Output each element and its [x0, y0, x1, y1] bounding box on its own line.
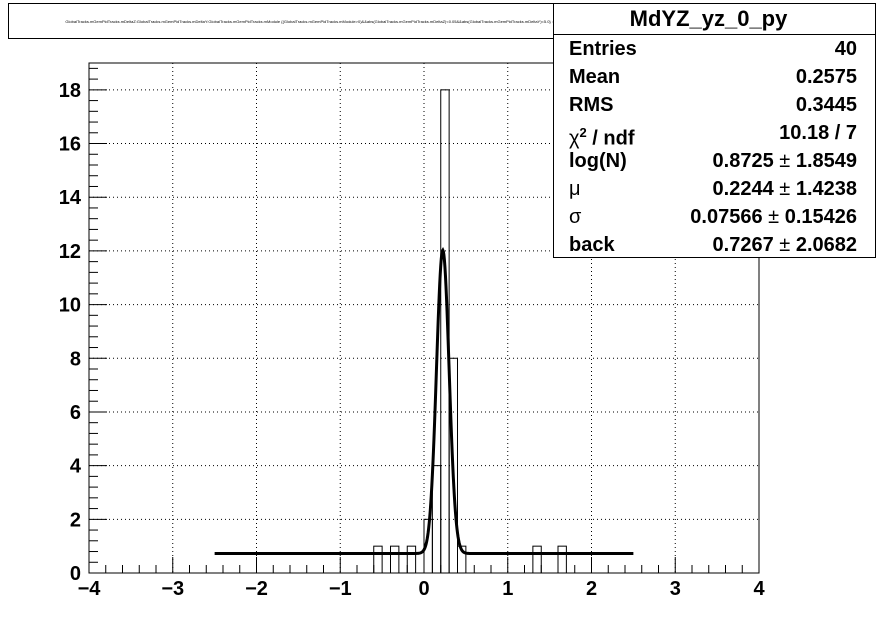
x-tick-label: 2 [586, 578, 597, 600]
histogram-bin [557, 545, 567, 574]
param-error: 2.0682 [795, 234, 857, 256]
fit-curve-group [214, 246, 634, 555]
y-tick-label: 14 [59, 187, 82, 209]
y-tick-label: 2 [70, 509, 81, 531]
histogram-bin [406, 545, 417, 574]
x-tick-label: −1 [329, 578, 352, 600]
fit-curve [214, 246, 634, 555]
stats-row-entries: Entries 40 [569, 35, 857, 63]
histogram-name: MdYZ_yz_0_py [629, 6, 788, 31]
x-tick-label: −2 [245, 578, 268, 600]
histogram-bin [373, 545, 383, 574]
stats-value: 0.2575 [795, 66, 857, 88]
stats-row-rms: RMS 0.3445 [569, 91, 857, 119]
stats-label: back [569, 234, 615, 256]
stats-label: RMS [569, 94, 614, 116]
y-tick-label: 18 [59, 80, 81, 102]
plot-title-box: GlobalTracks.mGemPidTracks.mDeltaZ:Globa… [8, 3, 634, 39]
chi-tail: / ndf [586, 127, 635, 150]
stats-value: 0.7267 ± 2.0682 [713, 231, 857, 259]
y-tick-label: 6 [70, 402, 81, 424]
chi-symbol: χ [569, 127, 580, 150]
x-tick-label: 4 [753, 578, 765, 600]
histogram-bin [390, 545, 400, 574]
stats-row-chi2: χ2 / ndf 10.18 / 7 [569, 119, 857, 150]
param-error: 1.8549 [795, 150, 857, 172]
x-tick-label: 3 [670, 578, 681, 600]
plus-minus: ± [779, 178, 791, 200]
plus-minus: ± [768, 206, 780, 228]
histogram-bin [532, 545, 542, 574]
param-value: 0.2244 [712, 178, 774, 200]
stats-row-back: back 0.7267 ± 2.0682 [569, 231, 857, 259]
x-tick-label: −4 [78, 578, 102, 600]
plus-minus: ± [779, 150, 791, 172]
y-tick-label: 12 [59, 241, 81, 263]
y-tick-label: 8 [70, 348, 81, 370]
y-tick-label: 4 [70, 456, 82, 478]
stats-label: Mean [569, 66, 621, 88]
stats-header: MdYZ_yz_0_py [554, 4, 875, 35]
stats-value: 0.2244 ± 1.4238 [713, 175, 857, 203]
x-tick-label: 0 [418, 578, 429, 600]
x-tick-label: −3 [161, 578, 184, 600]
stats-value: 0.07566 ± 0.15426 [690, 203, 857, 231]
stats-row-logn: log(N) 0.8725 ± 1.8549 [569, 147, 857, 175]
param-value: 0.8725 [712, 150, 774, 172]
stats-label: log(N) [569, 150, 627, 172]
stats-label: μ [569, 178, 581, 200]
y-tick-label: 10 [59, 295, 81, 317]
stats-box: MdYZ_yz_0_py Entries 40 Mean 0.2575 RMS … [553, 3, 876, 258]
stats-label: χ2 / ndf [569, 119, 635, 153]
stats-label: σ [569, 206, 582, 228]
stats-row-mean: Mean 0.2575 [569, 63, 857, 91]
stats-value: 0.8725 ± 1.8549 [713, 147, 857, 175]
histogram-bin [448, 357, 458, 574]
y-tick-label: 0 [70, 563, 81, 585]
param-error: 0.15426 [784, 206, 857, 228]
stats-row-sigma: σ 0.07566 ± 0.15426 [569, 203, 857, 231]
param-value: 0.07566 [690, 206, 763, 228]
x-tick-label: 1 [502, 578, 513, 600]
axes-group [88, 67, 760, 574]
param-error: 1.4238 [795, 178, 857, 200]
y-tick-label: 16 [59, 134, 81, 156]
chi-superscript: 2 [579, 125, 587, 140]
plot-title: GlobalTracks.mGemPidTracks.mDeltaZ:Globa… [65, 18, 577, 24]
plus-minus: ± [779, 234, 791, 256]
stats-label: Entries [569, 38, 637, 60]
stats-value: 0.3445 [795, 94, 857, 116]
stats-value: 40 [834, 38, 857, 60]
param-value: 0.7267 [712, 234, 774, 256]
stats-value: 10.18 / 7 [779, 122, 857, 144]
stats-row-mu: μ 0.2244 ± 1.4238 [569, 175, 857, 203]
histogram-bin [457, 545, 467, 574]
